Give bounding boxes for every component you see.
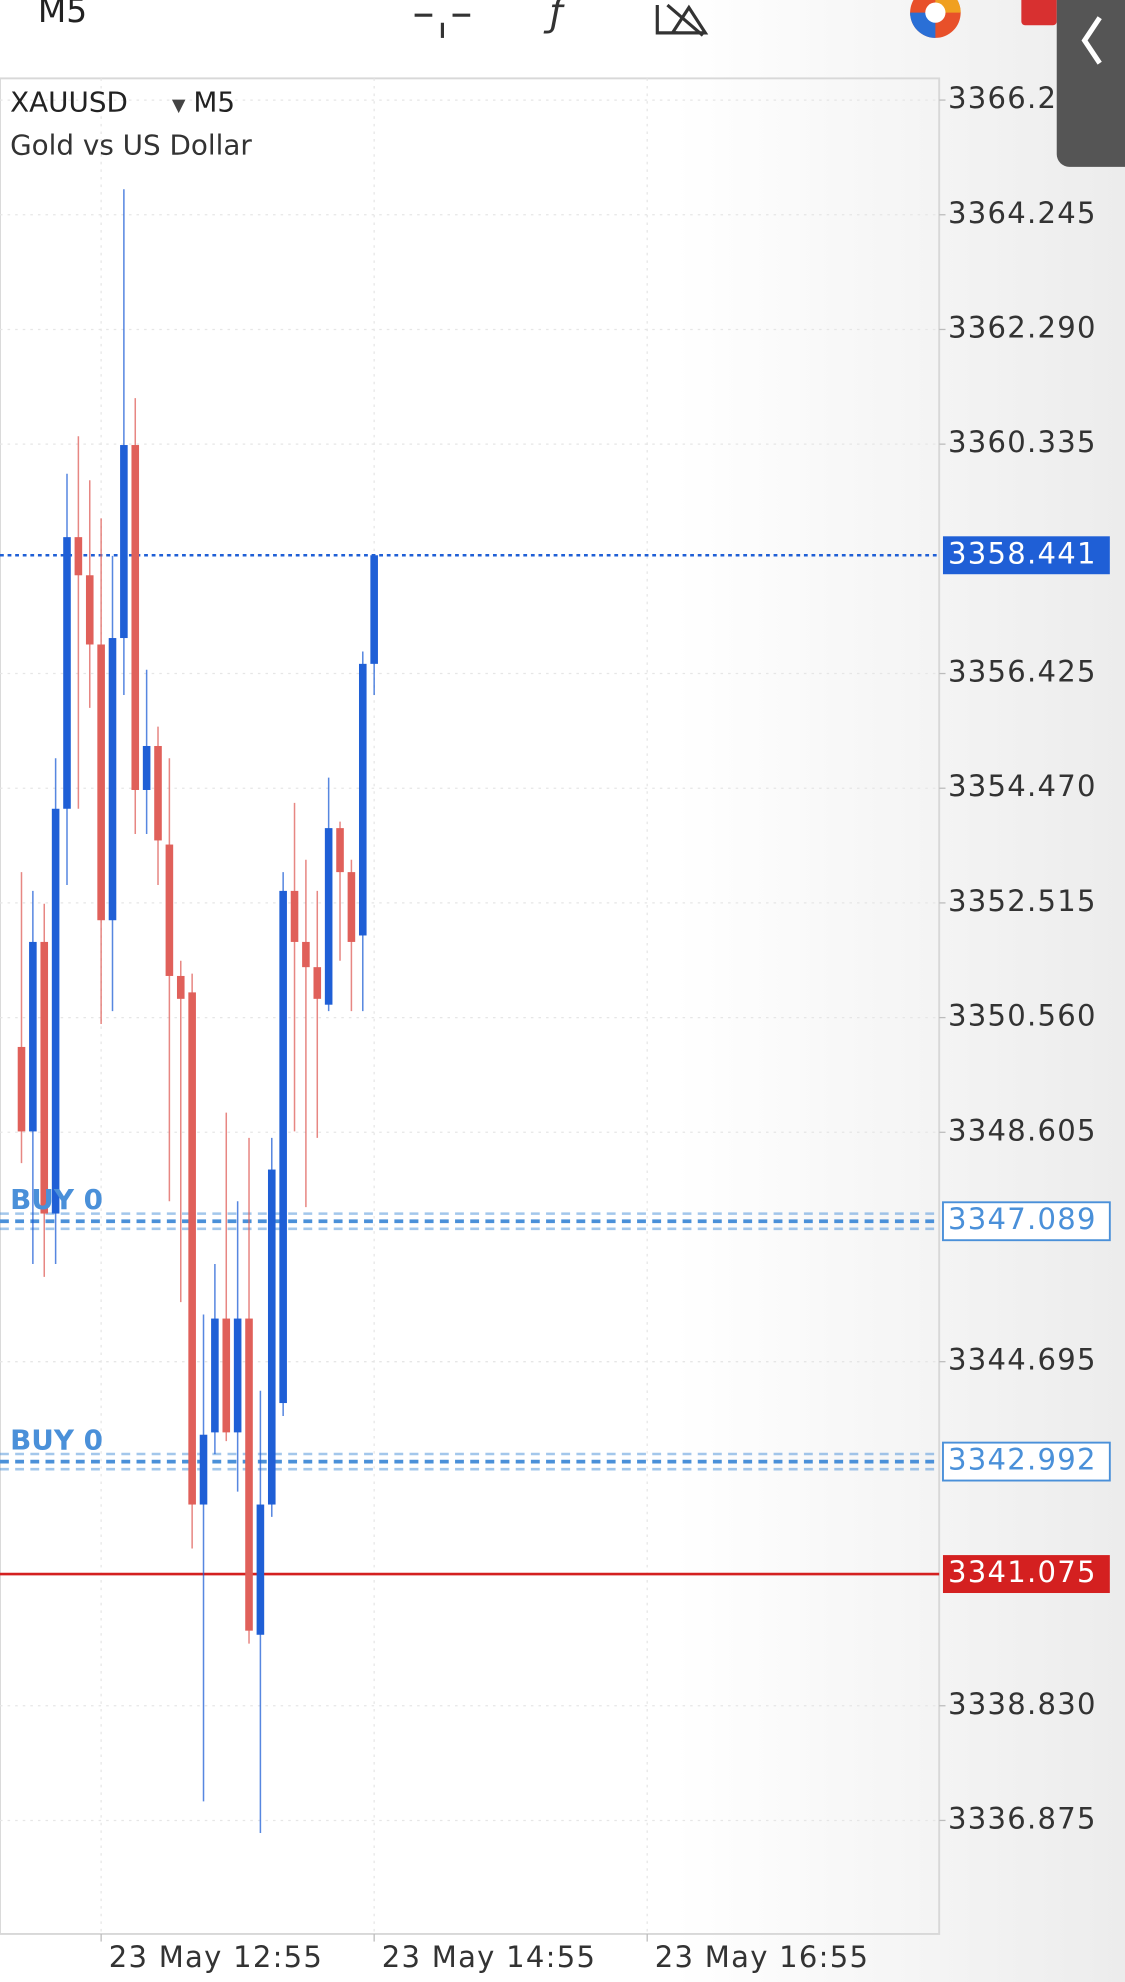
candle-body <box>131 445 140 790</box>
y-tick-label: 3362.290 <box>948 310 1097 344</box>
x-tick-label: 23 May 16:55 <box>655 1940 869 1974</box>
candle-body <box>40 941 49 1214</box>
y-tick-label: 3364.245 <box>948 196 1097 230</box>
candle-body <box>120 445 128 639</box>
y-tick-label: 3336.875 <box>948 1801 1097 1835</box>
y-tick-label: 3338.830 <box>948 1687 1097 1721</box>
account-icon[interactable] <box>910 0 961 38</box>
candle-body <box>29 941 37 1132</box>
candle-body <box>245 1318 253 1631</box>
candle-body <box>97 644 105 921</box>
axis-labels: 3366.2 3364.245 3362.290 3360.335 3356.425 33… <box>10 81 1111 1974</box>
candle-body <box>279 890 287 1404</box>
candle-body <box>347 872 356 942</box>
y-tick-label: 3350.560 <box>948 999 1097 1033</box>
candle-body <box>222 1318 231 1433</box>
y-tick-label: 3352.515 <box>948 884 1097 918</box>
y-tick-label: 3360.335 <box>948 425 1097 459</box>
candle-body <box>142 745 151 790</box>
indicators-icon[interactable]: ƒ <box>544 0 568 35</box>
candle-body <box>63 537 71 809</box>
side-panel-arrow <box>1081 16 1102 65</box>
candle-body <box>85 575 94 645</box>
candle-body <box>324 828 333 1005</box>
candle-body <box>17 1046 26 1132</box>
price-label-box <box>942 1555 1110 1594</box>
x-tick-label: 23 May 14:55 <box>382 1940 596 1974</box>
candle-body <box>108 638 117 921</box>
candle-body <box>176 975 185 999</box>
y-tick-label: 3356.425 <box>948 655 1097 689</box>
price-label: 3341.075 <box>948 1555 1097 1589</box>
candle-body <box>302 941 310 968</box>
candle-body <box>358 663 367 936</box>
candle-body <box>188 992 196 1505</box>
candle-body <box>51 808 60 1214</box>
candle-body <box>290 890 299 942</box>
price-label: 3347.089 <box>948 1202 1097 1236</box>
candle-body <box>154 745 162 841</box>
chart-timeframe: M5 <box>193 86 235 119</box>
candle-body <box>199 1434 208 1505</box>
y-tick-label: 3348.605 <box>948 1113 1097 1147</box>
y-tick-label: 3366.2 <box>948 81 1057 115</box>
symbol-description: Gold vs US Dollar <box>10 129 252 162</box>
price-lines <box>0 553 940 1576</box>
objects-icon[interactable] <box>655 3 709 37</box>
symbol: XAUUSD <box>10 86 128 119</box>
price-label: 3358.441 <box>948 536 1097 570</box>
trade-icon[interactable] <box>1021 0 1057 26</box>
price-label-box <box>942 1201 1111 1242</box>
price-label-box <box>942 536 1110 575</box>
candle-body <box>256 1504 265 1635</box>
y-tick-label: 3344.695 <box>948 1343 1097 1377</box>
order-label: BUY 0 <box>10 1423 103 1456</box>
candle-body <box>74 537 83 576</box>
candle-body <box>336 828 344 873</box>
candle-body <box>313 967 322 999</box>
timeframe-button[interactable]: M5 <box>38 0 87 30</box>
plot-frame <box>0 77 941 1935</box>
symbol-dropdown[interactable]: ▼ <box>172 96 186 116</box>
candle-body <box>211 1318 219 1433</box>
candle-body <box>267 1169 276 1505</box>
crosshair-icon[interactable] <box>414 13 471 38</box>
candle-body <box>370 555 378 664</box>
price-label: 3342.992 <box>948 1443 1097 1477</box>
candles <box>17 189 378 1834</box>
x-tick-label: 23 May 12:55 <box>109 1940 323 1974</box>
price-label-box <box>942 1441 1111 1482</box>
candle-body <box>165 844 174 976</box>
side-panel-tab[interactable] <box>1056 0 1125 167</box>
y-tick-label: 3354.470 <box>948 769 1097 803</box>
candle-body <box>233 1318 242 1433</box>
order-label: BUY 0 <box>10 1183 103 1216</box>
